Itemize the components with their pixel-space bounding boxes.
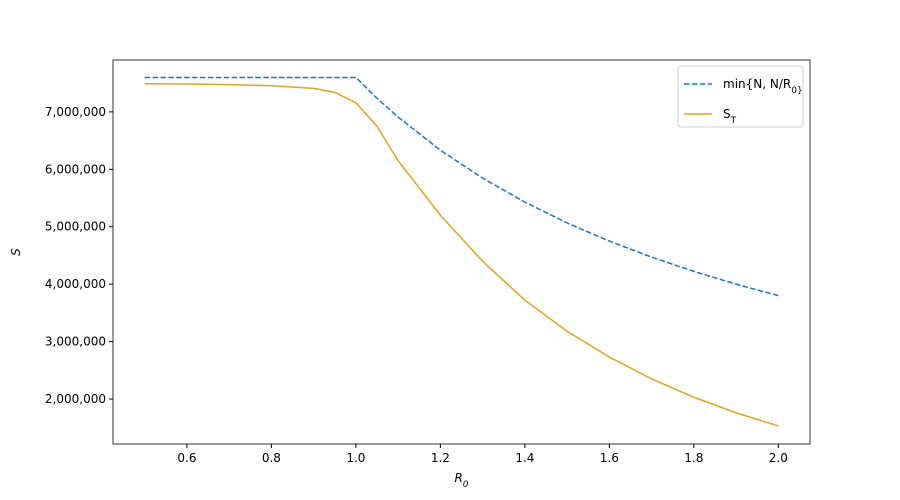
y-tick-label: 4,000,000 [45,277,106,291]
y-tick-label: 7,000,000 [45,105,106,119]
y-tick-label: 5,000,000 [45,220,106,234]
line-series [144,83,779,427]
x-tick-label: 1.4 [515,451,534,465]
x-axis-label: R0 [454,471,468,490]
legend-box [677,65,804,128]
y-tick-label: 6,000,000 [45,162,106,176]
x-tick-label: 0.8 [262,451,281,465]
x-tick-label: 0.6 [177,451,196,465]
line-series [144,76,779,297]
x-tick-label: 1.6 [600,451,619,465]
y-tick-label: 2,000,000 [45,392,106,406]
y-tick-label: 3,000,000 [45,335,106,349]
x-tick-label: 1.0 [346,451,365,465]
x-tick-label: 1.8 [684,451,703,465]
x-tick-label: 1.2 [431,451,450,465]
y-axis-label: S [9,248,23,256]
x-tick-label: 2.0 [769,451,788,465]
plot-frame [112,59,811,445]
